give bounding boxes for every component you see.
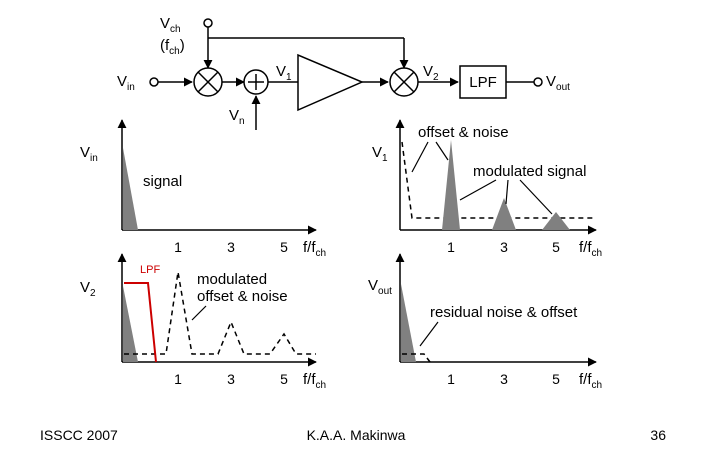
v1-modulated-peak-5 (542, 212, 570, 230)
v1-signal-annotation: modulated signal (473, 163, 586, 180)
v2-modulated-noise-curve (124, 271, 316, 355)
v1-tick-5: 5 (552, 239, 560, 255)
slide-footer: ISSCC 2007 K.A.A. Makinwa 36 (40, 427, 666, 443)
vin-tick-1: 1 (174, 239, 182, 255)
vin-signal-annotation: signal (143, 173, 182, 190)
footer-author: K.A.A. Makinwa (307, 427, 406, 443)
vout-y-label: Vout (368, 277, 392, 297)
v2-lpf-response (124, 282, 157, 363)
v2-node-label: V2 (423, 63, 439, 83)
v2-signal-spectrum (123, 286, 138, 362)
vch-terminal (203, 18, 213, 28)
noise-adder-icon (243, 69, 269, 95)
v1-node-label: V1 (276, 63, 292, 83)
block-diagram: Vch (fch) Vin Vn V1 (117, 15, 570, 130)
vout-label: Vout (546, 73, 570, 93)
v2-tick-1-label: 1 (174, 371, 182, 387)
lpf-block (459, 65, 507, 99)
v1-noise-annotation: offset & noise (418, 124, 509, 141)
vout-terminal (533, 77, 543, 87)
v2-x-label: f/fch (303, 371, 326, 391)
v2-tick-5-label: 5 (280, 371, 288, 387)
vout-tick-3: 3 (500, 371, 508, 387)
v2-annotation-line-1: modulated (197, 271, 267, 288)
vout-tick-5: 5 (552, 371, 560, 387)
amplifier-icon (297, 53, 364, 112)
vin-label: Vin (117, 73, 135, 93)
vin-x-label: f/fch (303, 239, 326, 259)
v1-signal-pointer-3 (505, 179, 509, 205)
v2-tick-3-label: 3 (227, 371, 235, 387)
vout-x-label: f/fch (579, 371, 602, 391)
vin-tick-3: 3 (227, 239, 235, 255)
v1-noise-pointer-2 (435, 141, 449, 161)
vout-annotation-pointer (419, 321, 439, 347)
vout-residual-curve (402, 353, 431, 363)
vin-tick-5: 5 (280, 239, 288, 255)
v1-signal-pointer-5 (519, 179, 553, 215)
v1-x-label: f/fch (579, 239, 602, 259)
v2-annotation-line-2: offset & noise (197, 288, 288, 305)
vout-signal-spectrum (401, 284, 416, 362)
vin-signal-spectrum (123, 148, 138, 230)
vin-y-label: Vin (80, 144, 98, 164)
v2-y-label: V2 (80, 279, 96, 299)
footer-page-number: 36 (650, 427, 666, 443)
vin-terminal (149, 77, 159, 87)
v2-annotation-pointer (191, 305, 207, 321)
v1-offset-noise-curve (401, 141, 596, 219)
v1-modulated-peak-3 (492, 198, 516, 230)
vout-annotation: residual noise & offset (430, 304, 578, 321)
vout-spectrum-plot: Vout residual noise & offset 1 3 5 f/fch (368, 253, 602, 391)
vout-tick-1: 1 (447, 371, 455, 387)
vn-label: Vn (229, 107, 245, 127)
v1-tick-3: 3 (500, 239, 508, 255)
output-chopper-icon (389, 67, 419, 97)
v1-noise-pointer (411, 141, 429, 173)
v1-spectrum-plot: V1 offset & noise modulated signal 1 3 5… (372, 119, 602, 259)
vin-spectrum-plot: Vin signal 1 3 5 f/fch (80, 119, 326, 259)
v2-lpf-label: LPF (140, 264, 160, 276)
fch-label: (fch) (160, 37, 185, 57)
v2-spectrum-plot: V2 LPF modulated offset & noise 1 3 5 f/… (80, 253, 326, 391)
v1-tick-1: 1 (447, 239, 455, 255)
input-chopper-icon (193, 67, 223, 97)
vch-label: Vch (160, 15, 181, 35)
v1-y-label: V1 (372, 144, 388, 164)
v1-signal-pointer-1 (459, 179, 497, 201)
footer-conference: ISSCC 2007 (40, 427, 118, 443)
lpf-block-label: LPF (469, 74, 497, 91)
v1-modulated-peak-1 (442, 140, 460, 230)
